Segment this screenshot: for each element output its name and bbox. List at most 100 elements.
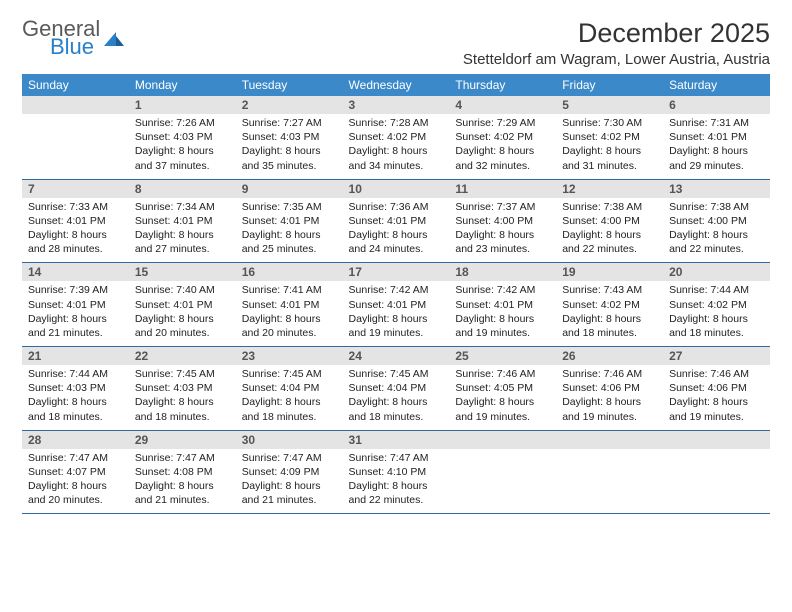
day-detail-line: Sunset: 4:02 PM bbox=[455, 130, 550, 144]
day-number: 26 bbox=[556, 347, 663, 365]
day-detail-line: and 27 minutes. bbox=[135, 242, 230, 256]
day-detail-line: Sunrise: 7:39 AM bbox=[28, 283, 123, 297]
day-cell: 7Sunrise: 7:33 AMSunset: 4:01 PMDaylight… bbox=[22, 179, 129, 263]
day-detail-line: Sunset: 4:02 PM bbox=[562, 130, 657, 144]
day-detail-line: Sunrise: 7:26 AM bbox=[135, 116, 230, 130]
day-header: Sunday bbox=[22, 74, 129, 96]
day-detail-line: Daylight: 8 hours bbox=[242, 228, 337, 242]
day-detail-line: Sunset: 4:01 PM bbox=[135, 298, 230, 312]
day-detail-line: Sunrise: 7:27 AM bbox=[242, 116, 337, 130]
day-detail-line: Sunrise: 7:41 AM bbox=[242, 283, 337, 297]
day-cell bbox=[663, 430, 770, 514]
day-detail-line: and 31 minutes. bbox=[562, 159, 657, 173]
day-detail-line: Sunset: 4:00 PM bbox=[455, 214, 550, 228]
day-details: Sunrise: 7:46 AMSunset: 4:05 PMDaylight:… bbox=[449, 365, 556, 430]
day-detail-line: Sunrise: 7:36 AM bbox=[349, 200, 444, 214]
day-detail-line: Daylight: 8 hours bbox=[28, 228, 123, 242]
day-detail-line: Sunrise: 7:29 AM bbox=[455, 116, 550, 130]
day-detail-line: Sunset: 4:01 PM bbox=[669, 130, 764, 144]
day-cell: 2 Sunrise: 7:27 AMSunset: 4:03 PMDaylight… bbox=[236, 96, 343, 179]
day-number: 31 bbox=[343, 431, 450, 449]
day-detail-line: Sunset: 4:02 PM bbox=[669, 298, 764, 312]
day-cell: 10Sunrise: 7:36 AMSunset: 4:01 PMDayligh… bbox=[343, 179, 450, 263]
day-detail-line: and 28 minutes. bbox=[28, 242, 123, 256]
day-details: Sunrise: 7:37 AMSunset: 4:00 PMDaylight:… bbox=[449, 198, 556, 263]
day-detail-line: Sunrise: 7:43 AM bbox=[562, 283, 657, 297]
day-detail-line: Sunset: 4:06 PM bbox=[562, 381, 657, 395]
day-detail-line: and 19 minutes. bbox=[455, 410, 550, 424]
day-detail-line: Sunset: 4:02 PM bbox=[349, 130, 444, 144]
day-cell: 15Sunrise: 7:40 AMSunset: 4:01 PMDayligh… bbox=[129, 263, 236, 347]
day-header: Saturday bbox=[663, 74, 770, 96]
day-details: Sunrise: 7:34 AMSunset: 4:01 PMDaylight:… bbox=[129, 198, 236, 263]
day-detail-line: Sunset: 4:10 PM bbox=[349, 465, 444, 479]
week-row: 1Sunrise: 7:26 AMSunset: 4:03 PMDaylight… bbox=[22, 96, 770, 179]
day-number: 24 bbox=[343, 347, 450, 365]
day-detail-line: Daylight: 8 hours bbox=[28, 395, 123, 409]
day-number: 12 bbox=[556, 180, 663, 198]
day-cell: 1Sunrise: 7:26 AMSunset: 4:03 PMDaylight… bbox=[129, 96, 236, 179]
day-details bbox=[663, 449, 770, 513]
day-detail-line: Daylight: 8 hours bbox=[135, 479, 230, 493]
day-number: 1 bbox=[129, 96, 236, 114]
day-details: Sunrise: 7:46 AMSunset: 4:06 PMDaylight:… bbox=[556, 365, 663, 430]
day-cell: 13Sunrise: 7:38 AMSunset: 4:00 PMDayligh… bbox=[663, 179, 770, 263]
logo-text: General Blue bbox=[22, 18, 100, 58]
day-detail-line: and 19 minutes. bbox=[562, 410, 657, 424]
day-details: Sunrise: 7:31 AMSunset: 4:01 PMDaylight:… bbox=[663, 114, 770, 179]
day-cell: 9Sunrise: 7:35 AMSunset: 4:01 PMDaylight… bbox=[236, 179, 343, 263]
day-detail-line: and 22 minutes. bbox=[669, 242, 764, 256]
day-detail-line: Daylight: 8 hours bbox=[349, 395, 444, 409]
day-detail-line: Sunset: 4:08 PM bbox=[135, 465, 230, 479]
day-detail-line: and 18 minutes. bbox=[28, 410, 123, 424]
day-detail-line: Daylight: 8 hours bbox=[135, 228, 230, 242]
day-number: 15 bbox=[129, 263, 236, 281]
day-detail-line: Sunrise: 7:45 AM bbox=[242, 367, 337, 381]
day-detail-line: and 18 minutes. bbox=[562, 326, 657, 340]
day-details: Sunrise: 7:44 AMSunset: 4:02 PMDaylight:… bbox=[663, 281, 770, 346]
day-detail-line: and 37 minutes. bbox=[135, 159, 230, 173]
day-cell: 18Sunrise: 7:42 AMSunset: 4:01 PMDayligh… bbox=[449, 263, 556, 347]
day-detail-line: Daylight: 8 hours bbox=[349, 312, 444, 326]
day-cell: 20Sunrise: 7:44 AMSunset: 4:02 PMDayligh… bbox=[663, 263, 770, 347]
day-detail-line: Daylight: 8 hours bbox=[349, 144, 444, 158]
day-number: 16 bbox=[236, 263, 343, 281]
day-detail-line: Sunrise: 7:38 AM bbox=[562, 200, 657, 214]
day-details: Sunrise: 7:45 AMSunset: 4:04 PMDaylight:… bbox=[236, 365, 343, 430]
day-detail-line: Sunset: 4:04 PM bbox=[242, 381, 337, 395]
calendar-table: Sunday Monday Tuesday Wednesday Thursday… bbox=[22, 74, 770, 514]
day-detail-line: and 20 minutes. bbox=[242, 326, 337, 340]
day-cell: 8Sunrise: 7:34 AMSunset: 4:01 PMDaylight… bbox=[129, 179, 236, 263]
day-detail-line: Sunset: 4:03 PM bbox=[28, 381, 123, 395]
day-cell: 11Sunrise: 7:37 AMSunset: 4:00 PMDayligh… bbox=[449, 179, 556, 263]
day-detail-line: Sunset: 4:01 PM bbox=[28, 214, 123, 228]
day-header: Monday bbox=[129, 74, 236, 96]
day-detail-line: and 22 minutes. bbox=[349, 493, 444, 507]
day-detail-line: and 18 minutes. bbox=[135, 410, 230, 424]
day-detail-line: Daylight: 8 hours bbox=[242, 144, 337, 158]
day-detail-line: Daylight: 8 hours bbox=[242, 479, 337, 493]
day-detail-line: Sunset: 4:03 PM bbox=[242, 130, 337, 144]
day-details: Sunrise: 7:47 AMSunset: 4:10 PMDaylight:… bbox=[343, 449, 450, 514]
day-detail-line: and 19 minutes. bbox=[669, 410, 764, 424]
day-details: Sunrise: 7:26 AMSunset: 4:03 PMDaylight:… bbox=[129, 114, 236, 179]
day-details: Sunrise: 7:41 AMSunset: 4:01 PMDaylight:… bbox=[236, 281, 343, 346]
week-row: 21Sunrise: 7:44 AMSunset: 4:03 PMDayligh… bbox=[22, 347, 770, 431]
day-detail-line: and 20 minutes. bbox=[135, 326, 230, 340]
logo-word-blue: Blue bbox=[50, 36, 100, 58]
day-detail-line: and 18 minutes. bbox=[242, 410, 337, 424]
day-cell: 14Sunrise: 7:39 AMSunset: 4:01 PMDayligh… bbox=[22, 263, 129, 347]
day-number: 2 bbox=[236, 96, 343, 114]
day-cell: 29Sunrise: 7:47 AMSunset: 4:08 PMDayligh… bbox=[129, 430, 236, 514]
day-detail-line: Sunrise: 7:31 AM bbox=[669, 116, 764, 130]
day-detail-line: Daylight: 8 hours bbox=[669, 228, 764, 242]
day-number: 7 bbox=[22, 180, 129, 198]
day-details: Sunrise: 7:36 AMSunset: 4:01 PMDaylight:… bbox=[343, 198, 450, 263]
day-detail-line: Sunset: 4:01 PM bbox=[349, 298, 444, 312]
day-detail-line: Daylight: 8 hours bbox=[135, 395, 230, 409]
day-detail-line: Daylight: 8 hours bbox=[28, 479, 123, 493]
day-details: Sunrise: 7:44 AMSunset: 4:03 PMDaylight:… bbox=[22, 365, 129, 430]
day-details bbox=[449, 449, 556, 513]
day-number: 9 bbox=[236, 180, 343, 198]
week-row: 28Sunrise: 7:47 AMSunset: 4:07 PMDayligh… bbox=[22, 430, 770, 514]
